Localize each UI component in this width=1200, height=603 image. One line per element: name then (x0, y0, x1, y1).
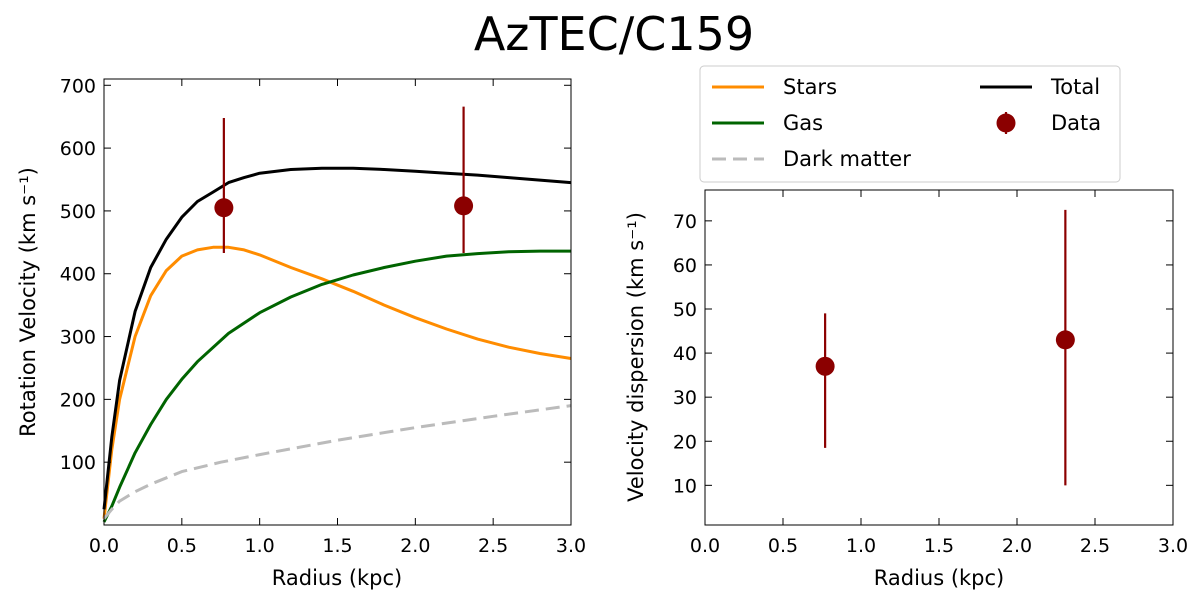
legend-box (699, 65, 1121, 183)
left-data-point (454, 196, 474, 216)
left-xtick-label: 1.5 (322, 535, 352, 557)
left-data-points (214, 106, 474, 254)
left-xtick-label: 0.5 (167, 535, 197, 557)
left-y-axis-label: Rotation Velocity (km s⁻¹) (16, 167, 40, 437)
right-ytick-label: 50 (673, 299, 697, 321)
right-x-axis-label: Radius (kpc) (874, 566, 1005, 590)
series-dark-matter (102, 404, 572, 520)
left-x-axis-label: Radius (kpc) (272, 566, 403, 590)
left-xtick-label: 2.0 (400, 535, 430, 557)
legend-data-label: Data (1051, 111, 1101, 135)
right-ticks: 0.0 0.5 1.0 1.5 2.0 2.5 3.0 10 20 30 40 50 60 70 (673, 190, 1188, 557)
legend: Stars Gas Dark matter Total Data (699, 65, 1121, 183)
right-xtick-label: 1.5 (924, 535, 954, 557)
right-y-axis-label: Velocity dispersion (km s⁻¹) (624, 212, 648, 502)
left-data-point (214, 198, 234, 218)
left-ytick-label: 600 (60, 138, 96, 160)
legend-gas-label: Gas (783, 111, 823, 135)
legend-stars-label: Stars (783, 75, 837, 99)
legend-total-label: Total (1050, 75, 1100, 99)
right-xtick-label: 2.0 (1002, 535, 1032, 557)
series-gas (102, 249, 571, 523)
right-xtick-label: 0.5 (768, 535, 798, 557)
left-xtick-label: 0.0 (89, 535, 119, 557)
right-ytick-label: 20 (673, 431, 697, 453)
left-xtick-label: 3.0 (556, 535, 586, 557)
left-ytick-label: 300 (60, 327, 96, 349)
right-axes-frame (704, 189, 1174, 526)
right-xtick-label: 2.5 (1080, 535, 1110, 557)
legend-dark-matter-label: Dark matter (783, 147, 911, 171)
chart-title: AzTEC/C159 (474, 7, 754, 61)
left-series-group (102, 166, 572, 523)
right-ytick-label: 40 (673, 343, 697, 365)
right-data-point (1055, 330, 1075, 350)
right-data-points (815, 209, 1075, 486)
right-data-point (815, 356, 835, 376)
left-ticks: 0.0 0.5 1.0 1.5 2.0 2.5 3.0 100 200 300 400 500 600 7… (60, 75, 586, 557)
left-axes-frame (103, 78, 572, 526)
legend-data-marker (996, 113, 1016, 133)
rotation-curve-panel: 0.0 0.5 1.0 1.5 2.0 2.5 3.0 100 200 300 400 500 600 7… (16, 75, 586, 590)
right-ytick-label: 70 (673, 211, 697, 233)
left-ytick-label: 200 (60, 389, 96, 411)
right-xtick-label: 1.0 (846, 535, 876, 557)
right-ytick-label: 30 (673, 387, 697, 409)
left-ytick-label: 700 (60, 75, 96, 97)
left-ytick-label: 100 (60, 452, 96, 474)
right-ytick-label: 10 (673, 475, 697, 497)
series-total (102, 166, 572, 510)
right-xtick-label: 0.0 (690, 535, 720, 557)
left-xtick-label: 1.0 (245, 535, 275, 557)
right-ytick-label: 60 (673, 255, 697, 277)
left-ytick-label: 500 (60, 201, 96, 223)
left-xtick-label: 2.5 (478, 535, 508, 557)
series-stars (102, 245, 572, 519)
dispersion-panel: 0.0 0.5 1.0 1.5 2.0 2.5 3.0 10 20 30 40 50 60 70 Radi… (624, 189, 1188, 590)
right-xtick-label: 3.0 (1158, 535, 1188, 557)
left-ytick-label: 400 (60, 264, 96, 286)
